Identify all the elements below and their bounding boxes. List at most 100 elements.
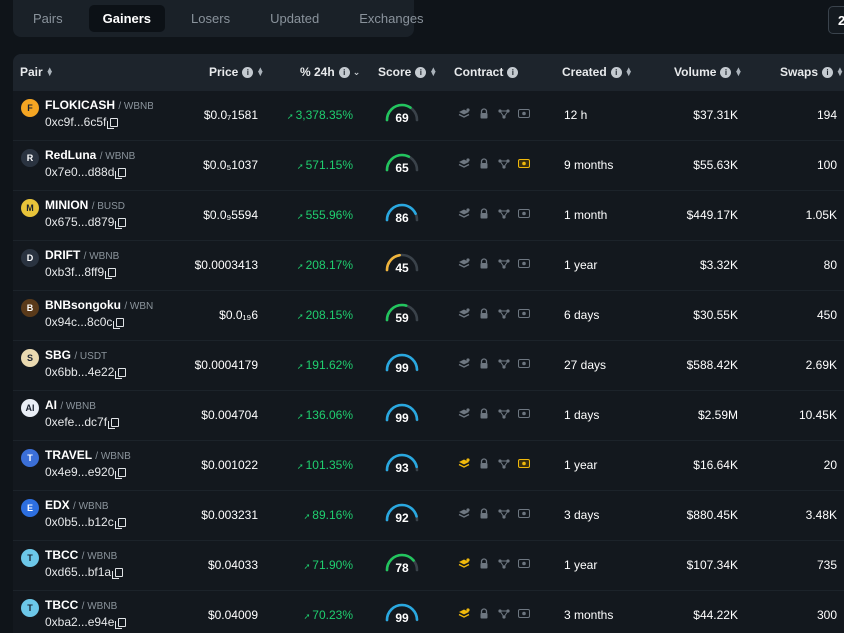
tab-exchanges[interactable]: Exchanges [359, 11, 424, 26]
pair-name[interactable]: FLOKICASH / WBNB [45, 98, 153, 112]
liquidity-stack-icon[interactable] [458, 358, 470, 369]
column-volume[interactable]: Volume i ▲ ▼ [674, 65, 742, 79]
copy-icon[interactable] [115, 367, 127, 379]
column-swaps[interactable]: Swaps i ▲ ▼ [780, 65, 844, 79]
pair-address: 0xba2...e94e [45, 615, 127, 629]
tab-gainers[interactable]: Gainers [88, 5, 166, 32]
lock-icon[interactable] [478, 558, 490, 569]
table-row[interactable]: T TBCC / WBNB 0xd65...bf1a $0.04033 ➚ 71.… [13, 541, 844, 591]
page-indicator[interactable]: 2 [828, 6, 844, 34]
lock-icon[interactable] [478, 108, 490, 119]
column-pair[interactable]: Pair ▲ ▼ [20, 65, 54, 79]
liquidity-stack-icon[interactable] [458, 458, 470, 469]
pair-name[interactable]: AI / WBNB [45, 398, 96, 412]
network-nodes-icon[interactable] [498, 258, 510, 269]
network-nodes-icon[interactable] [498, 408, 510, 419]
lock-icon[interactable] [478, 508, 490, 519]
liquidity-stack-icon[interactable] [458, 608, 470, 619]
cash-icon[interactable] [518, 608, 530, 619]
column-created[interactable]: Created i ▲ ▼ [562, 65, 633, 79]
network-nodes-icon[interactable] [498, 458, 510, 469]
liquidity-stack-icon[interactable] [458, 508, 470, 519]
table-row[interactable]: E EDX / WBNB 0x0b5...b12c $0.003231 ➚ 89.… [13, 491, 844, 541]
network-nodes-icon[interactable] [498, 358, 510, 369]
table-row[interactable]: D DRIFT / WBNB 0xb3f...8ff9 $0.0003413 ➚… [13, 241, 844, 291]
network-nodes-icon[interactable] [498, 558, 510, 569]
column-price[interactable]: Price i ▲ ▼ [209, 65, 264, 79]
info-icon: i [415, 66, 427, 78]
pair-name[interactable]: DRIFT / WBNB [45, 248, 120, 262]
copy-icon[interactable] [115, 467, 127, 479]
cash-icon[interactable] [518, 258, 530, 269]
liquidity-stack-icon[interactable] [458, 158, 470, 169]
network-nodes-icon[interactable] [498, 208, 510, 219]
copy-icon[interactable] [112, 567, 124, 579]
cash-icon[interactable] [518, 458, 530, 469]
pair-name[interactable]: RedLuna / WBNB [45, 148, 136, 162]
lock-icon[interactable] [478, 408, 490, 419]
copy-icon[interactable] [115, 167, 127, 179]
sort-icon: ▲ ▼ [624, 65, 633, 78]
table-row[interactable]: F FLOKICASH / WBNB 0xc9f...6c5f $0.0₇158… [13, 91, 844, 141]
table-row[interactable]: T TBCC / WBNB 0xba2...e94e $0.04009 ➚ 70.… [13, 591, 844, 633]
cash-icon[interactable] [518, 558, 530, 569]
address-text: 0x94c...8c0c [45, 315, 113, 329]
column-score[interactable]: Score i ▲ ▼ [378, 65, 437, 79]
pair-name[interactable]: MINION / BUSD [45, 198, 126, 212]
token-avatar: B [21, 299, 39, 317]
table-row[interactable]: B BNBsongoku / WBNB 0x94c...8c0c $0.0₁₉6… [13, 291, 844, 341]
lock-icon[interactable] [478, 358, 490, 369]
cash-icon[interactable] [518, 108, 530, 119]
table-row[interactable]: R RedLuna / WBNB 0x7e0...d88d $0.0₅1037 … [13, 141, 844, 191]
liquidity-stack-icon[interactable] [458, 258, 470, 269]
network-nodes-icon[interactable] [498, 158, 510, 169]
copy-icon[interactable] [107, 117, 119, 129]
liquidity-stack-icon[interactable] [458, 408, 470, 419]
copy-icon[interactable] [115, 617, 127, 629]
tab-losers[interactable]: Losers [191, 11, 231, 26]
table-row[interactable]: M MINION / BUSD 0x675...d879 $0.0₉5594 ➚… [13, 191, 844, 241]
lock-icon[interactable] [478, 308, 490, 319]
lock-icon[interactable] [478, 208, 490, 219]
cash-icon[interactable] [518, 508, 530, 519]
pair-name[interactable]: TBCC / WBNB [45, 598, 118, 612]
table-row[interactable]: T TRAVEL / WBNB 0x4e9...e920 $0.001022 ➚… [13, 441, 844, 491]
volume-cell: $44.22K [693, 608, 738, 622]
copy-icon[interactable] [108, 417, 120, 429]
lock-icon[interactable] [478, 608, 490, 619]
network-nodes-icon[interactable] [498, 308, 510, 319]
network-nodes-icon[interactable] [498, 508, 510, 519]
lock-icon[interactable] [478, 258, 490, 269]
tab-updated[interactable]: Updated [270, 11, 320, 26]
copy-icon[interactable] [113, 317, 125, 329]
price-cell: $0.0₅1037 [203, 158, 258, 172]
copy-icon[interactable] [114, 517, 126, 529]
copy-icon[interactable] [115, 217, 127, 229]
pair-name[interactable]: BNBsongoku / WBNB [45, 298, 153, 312]
cash-icon[interactable] [518, 208, 530, 219]
pair-name[interactable]: TBCC / WBNB [45, 548, 118, 562]
liquidity-stack-icon[interactable] [458, 208, 470, 219]
score-value: 69 [395, 111, 409, 125]
cash-icon[interactable] [518, 408, 530, 419]
lock-icon[interactable] [478, 158, 490, 169]
pair-name[interactable]: TRAVEL / WBNB [45, 448, 131, 462]
cash-icon[interactable] [518, 308, 530, 319]
liquidity-stack-icon[interactable] [458, 558, 470, 569]
liquidity-stack-icon[interactable] [458, 308, 470, 319]
table-row[interactable]: AI AI / WBNB 0xefe...dc7f $0.004704 ➚ 136… [13, 391, 844, 441]
table-row[interactable]: S SBG / USDT 0x6bb...4e22 $0.0004179 ➚ 19… [13, 341, 844, 391]
pair-name[interactable]: SBG / USDT [45, 348, 108, 362]
network-nodes-icon[interactable] [498, 608, 510, 619]
cash-icon[interactable] [518, 158, 530, 169]
tab-pairs[interactable]: Pairs [33, 11, 63, 26]
pair-address: 0x94c...8c0c [45, 315, 125, 329]
lock-icon[interactable] [478, 458, 490, 469]
liquidity-stack-icon[interactable] [458, 108, 470, 119]
cash-icon[interactable] [518, 358, 530, 369]
price-cell: $0.001022 [201, 458, 258, 472]
column-change-24h[interactable]: % 24h i ⌄ [300, 65, 360, 79]
network-nodes-icon[interactable] [498, 108, 510, 119]
copy-icon[interactable] [105, 267, 117, 279]
pair-name[interactable]: EDX / WBNB [45, 498, 109, 512]
